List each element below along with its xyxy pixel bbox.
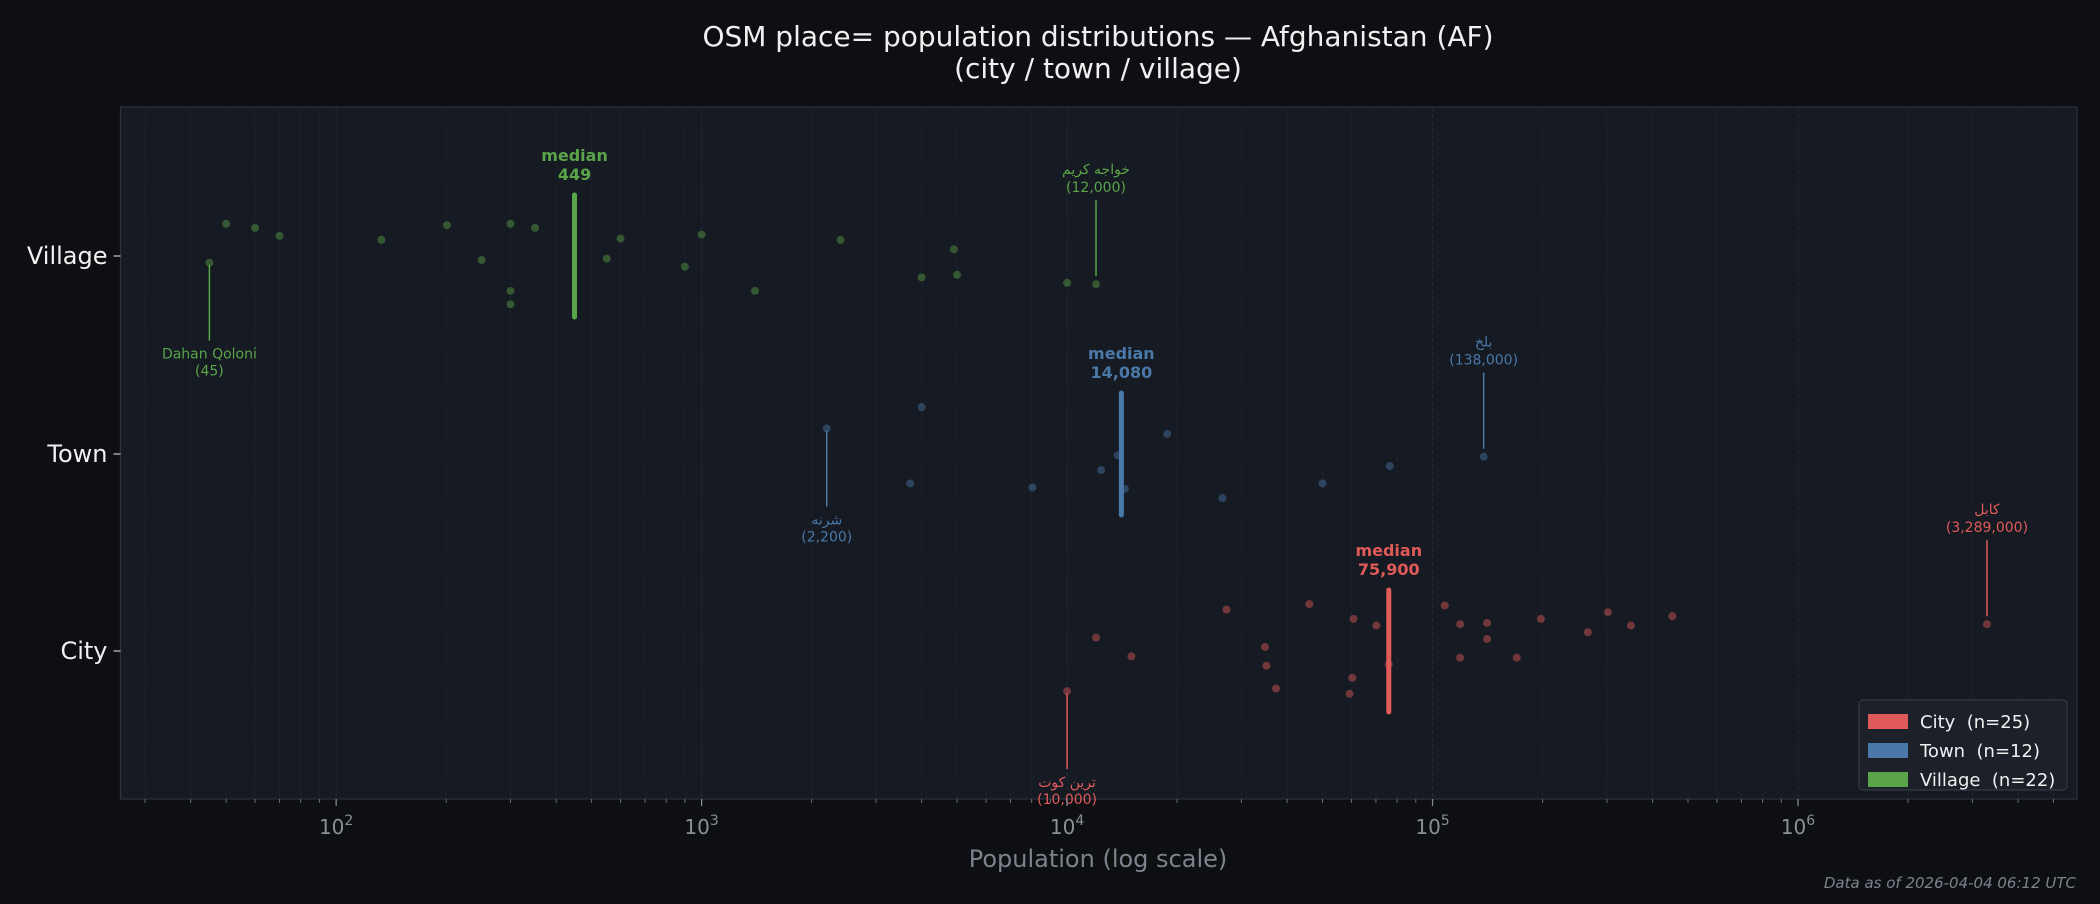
village-point	[697, 230, 706, 239]
city-annotation-name: کابل	[1974, 502, 2000, 518]
x-axis-label: Population (log scale)	[969, 845, 1228, 873]
y-tick-label-town: Town	[46, 440, 107, 468]
footer-timestamp: Data as of 2026-04-04 06:12 UTC	[1824, 874, 2077, 892]
city-point	[1440, 601, 1449, 610]
city-point	[1262, 661, 1271, 670]
x-tick-label: 105	[1415, 813, 1449, 839]
village-point	[1092, 280, 1101, 289]
city-point	[1982, 620, 1991, 629]
legend-swatch-town	[1868, 743, 1908, 758]
city-point	[1456, 620, 1465, 629]
city-median-label: median	[1355, 541, 1422, 560]
village-point	[251, 223, 260, 232]
village-point	[275, 231, 284, 240]
city-point	[1483, 618, 1492, 627]
village-median-label: median	[541, 146, 608, 165]
city-point	[1603, 608, 1612, 617]
town-annotation-value: (2,200)	[801, 530, 852, 546]
city-point	[1583, 628, 1592, 637]
village-point	[506, 219, 515, 228]
city-point	[1092, 633, 1101, 642]
city-point	[1272, 684, 1281, 693]
village-annotation-name: خواجه کریم	[1062, 162, 1130, 178]
city-point	[1260, 642, 1269, 651]
city-median-value: 75,900	[1358, 560, 1420, 579]
town-point	[1318, 479, 1327, 488]
town-point	[822, 424, 831, 433]
chart-title: OSM place= population distributions — Af…	[702, 20, 1493, 53]
city-point	[1348, 673, 1357, 682]
city-point	[1222, 605, 1231, 614]
city-annotation-name: ترین کوت	[1038, 775, 1096, 791]
town-annotation-value: (138,000)	[1449, 353, 1518, 369]
town-point	[1028, 483, 1037, 492]
town-point	[1163, 429, 1172, 438]
town-point	[1385, 462, 1394, 471]
legend-label-city: City (n=25)	[1920, 712, 2030, 733]
city-annotation-value: (3,289,000)	[1946, 520, 2028, 536]
village-point	[506, 300, 515, 309]
village-point	[680, 262, 689, 271]
town-point	[1218, 494, 1227, 503]
plot-area	[119, 106, 2078, 800]
town-point	[1097, 466, 1106, 475]
village-point	[530, 223, 539, 232]
grid	[144, 107, 2054, 799]
city-point	[1536, 614, 1545, 623]
city-point	[1456, 653, 1465, 662]
x-tick-label: 102	[319, 813, 353, 839]
village-point	[616, 234, 625, 243]
city-point	[1349, 614, 1358, 623]
city-point	[1668, 612, 1677, 621]
town-point	[917, 403, 926, 412]
village-point	[222, 219, 231, 228]
town-median-value: 14,080	[1091, 363, 1153, 382]
city-point	[1127, 652, 1136, 661]
city-point	[1483, 634, 1492, 643]
legend-label-village: Village (n=22)	[1920, 770, 2055, 791]
town-point	[1479, 452, 1488, 461]
city-point	[1305, 600, 1314, 609]
legend-swatch-city	[1868, 714, 1908, 729]
y-tick-label-city: City	[60, 637, 107, 665]
village-point	[477, 256, 486, 265]
legend-box	[1858, 699, 2068, 791]
city-point	[1063, 687, 1072, 696]
axes: 102 103 104 105 106 Village Town City	[27, 242, 2054, 839]
village-point	[602, 254, 611, 263]
village-point	[377, 235, 386, 244]
city-point	[1345, 689, 1354, 698]
x-tick-label: 106	[1781, 813, 1815, 839]
town-annotation-name: شرنه	[811, 513, 842, 529]
village-annotation-name: Dahan Qoloni	[162, 347, 257, 363]
village-point	[1063, 278, 1072, 287]
city-point	[1372, 621, 1381, 630]
town-point	[906, 479, 915, 488]
chart-subtitle: (city / town / village)	[954, 52, 1242, 85]
city-point	[1626, 621, 1635, 630]
village-point	[836, 235, 845, 244]
city-point	[1512, 653, 1521, 662]
legend-swatch-village	[1868, 772, 1908, 787]
y-tick-label-village: Village	[27, 242, 108, 270]
village-point	[751, 286, 760, 295]
village-point	[442, 221, 451, 230]
x-tick-label: 103	[684, 813, 718, 839]
village-point	[506, 286, 515, 295]
village-annotation-value: (45)	[195, 364, 224, 380]
village-annotation-value: (12,000)	[1066, 180, 1126, 196]
town-median-label: median	[1088, 344, 1155, 363]
village-point	[949, 245, 958, 254]
village-median-value: 449	[558, 165, 591, 184]
village-point	[205, 258, 214, 267]
legend: City (n=25) Town (n=12) Village (n=22)	[1858, 699, 2068, 791]
legend-label-town: Town (n=12)	[1919, 741, 2040, 762]
town-annotation-name: بلخ	[1475, 335, 1493, 351]
x-tick-label: 104	[1050, 813, 1084, 839]
village-point	[953, 270, 962, 279]
village-point	[917, 273, 926, 282]
